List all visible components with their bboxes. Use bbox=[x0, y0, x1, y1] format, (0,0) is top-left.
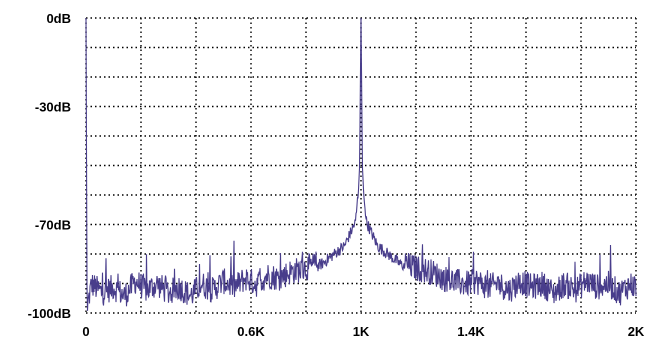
y-tick-label: 0dB bbox=[46, 11, 71, 26]
y-tick-label: -30dB bbox=[35, 100, 71, 115]
series-layer bbox=[85, 17, 637, 311]
x-tick-label: 1.4K bbox=[457, 324, 485, 339]
x-tick-label: 1K bbox=[353, 324, 370, 339]
y-tick-label: -100dB bbox=[28, 306, 71, 321]
x-tick-label: 2K bbox=[628, 324, 645, 339]
y-axis-ticks: 0dB -30dB -70dB -100dB bbox=[28, 11, 71, 321]
y-tick-label: -70dB bbox=[35, 218, 71, 233]
x-tick-label: 0 bbox=[82, 324, 89, 339]
series-line-0 bbox=[85, 17, 637, 311]
x-axis-ticks: 0 0.6K 1K 1.4K 2K bbox=[82, 324, 645, 339]
x-tick-label: 0.6K bbox=[237, 324, 265, 339]
